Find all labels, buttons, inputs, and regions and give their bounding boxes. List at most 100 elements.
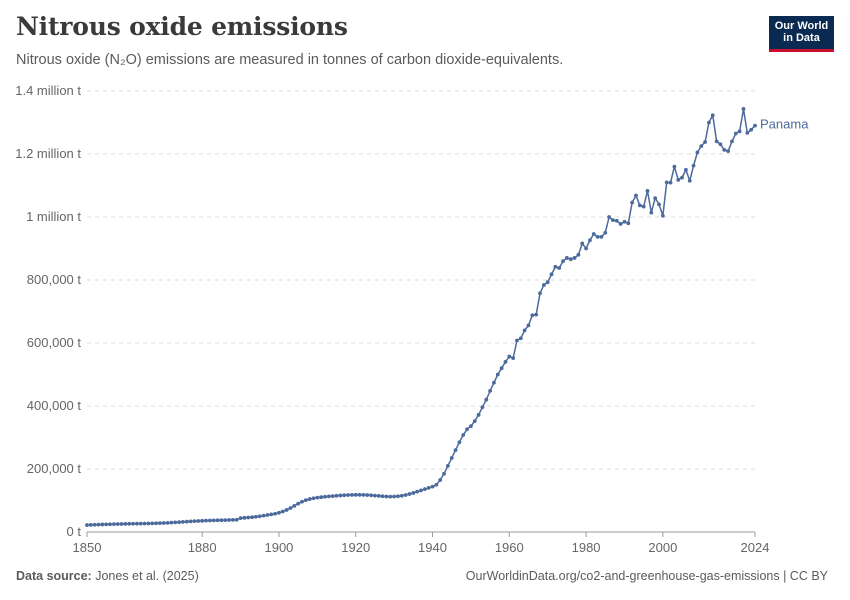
data-point — [123, 521, 128, 526]
y-tick-label: 800,000 t — [27, 272, 82, 287]
data-point — [753, 123, 757, 128]
x-tick-label: 1960 — [495, 540, 524, 555]
data-point — [399, 493, 404, 498]
data-point — [426, 486, 431, 490]
data-point — [150, 521, 155, 526]
data-point — [687, 178, 692, 183]
data-point — [223, 518, 228, 522]
x-tick-label: 1940 — [418, 540, 447, 555]
data-point — [353, 492, 358, 497]
data-point — [664, 180, 669, 185]
owid-logo[interactable]: Our World in Data — [769, 16, 834, 52]
data-source-link[interactable]: Jones et al. (2025) — [95, 569, 199, 583]
data-point — [737, 129, 742, 134]
data-point — [595, 234, 600, 239]
data-point — [254, 514, 258, 519]
logo-line-2: in Data — [783, 31, 820, 44]
data-point — [204, 518, 208, 523]
data-point — [234, 517, 239, 522]
data-point — [718, 142, 723, 147]
y-tick-label: 0 t — [67, 524, 82, 539]
data-point — [250, 515, 254, 520]
data-point — [300, 499, 304, 504]
data-point — [135, 521, 139, 526]
data-point — [292, 503, 297, 508]
x-tick-label: 1980 — [572, 540, 601, 555]
data-point — [645, 188, 650, 193]
data-point — [568, 257, 573, 262]
data-point — [434, 482, 439, 487]
data-point — [419, 488, 423, 493]
data-point — [415, 489, 420, 494]
data-point — [85, 523, 89, 527]
data-point — [599, 234, 604, 239]
data-point — [691, 163, 696, 168]
data-point — [580, 241, 585, 246]
data-point — [730, 139, 734, 144]
data-point — [522, 328, 527, 333]
data-point — [184, 519, 189, 524]
data-point — [238, 516, 243, 521]
data-point — [211, 518, 216, 523]
data-point — [745, 130, 750, 135]
data-point — [104, 522, 109, 527]
data-point — [230, 518, 235, 522]
data-point — [342, 493, 347, 498]
data-source-label: Data source: — [16, 569, 92, 583]
data-point — [257, 514, 262, 519]
data-point — [530, 313, 535, 318]
data-point — [365, 493, 370, 497]
data-point — [449, 456, 454, 460]
data-point — [115, 522, 120, 526]
data-point — [557, 266, 562, 270]
data-point — [422, 487, 427, 492]
source-url[interactable]: OurWorldinData.org/co2-and-greenhouse-ga… — [465, 569, 828, 583]
data-point — [492, 380, 496, 385]
data-point — [396, 494, 400, 499]
data-point — [549, 272, 554, 277]
data-point — [177, 520, 182, 525]
data-point — [88, 523, 93, 527]
data-point — [273, 511, 278, 516]
data-point — [545, 280, 550, 285]
data-point — [611, 218, 615, 223]
data-point — [561, 259, 565, 263]
chart-subtitle: Nitrous oxide (N₂O) emissions are measur… — [16, 52, 564, 68]
data-point — [722, 148, 727, 152]
data-point — [442, 471, 446, 476]
data-point — [684, 167, 688, 172]
data-point — [392, 494, 397, 499]
data-point — [384, 494, 389, 499]
data-point — [603, 230, 608, 235]
data-point — [315, 495, 320, 500]
data-point — [726, 149, 731, 154]
data-point — [169, 520, 174, 525]
data-point — [445, 463, 450, 468]
data-point — [207, 518, 212, 523]
series-line — [86, 108, 756, 526]
data-point — [653, 196, 658, 201]
data-point — [511, 356, 516, 361]
logo-line-1: Our World — [774, 19, 829, 32]
data-point — [584, 246, 588, 251]
data-point — [714, 139, 719, 144]
data-point — [127, 521, 132, 526]
y-tick-label: 600,000 t — [27, 335, 82, 350]
data-point — [733, 131, 738, 136]
data-point — [296, 501, 301, 506]
data-point — [657, 202, 661, 207]
data-point — [350, 493, 354, 497]
data-point — [188, 519, 193, 524]
series-layer — [85, 107, 757, 527]
data-point — [246, 515, 251, 520]
data-point — [469, 424, 473, 429]
data-point — [507, 354, 512, 359]
data-point — [564, 256, 569, 260]
data-point — [430, 484, 435, 489]
data-point — [465, 427, 469, 432]
data-point — [219, 518, 224, 523]
data-point — [346, 493, 350, 497]
data-point — [369, 493, 373, 498]
data-point — [131, 521, 135, 526]
